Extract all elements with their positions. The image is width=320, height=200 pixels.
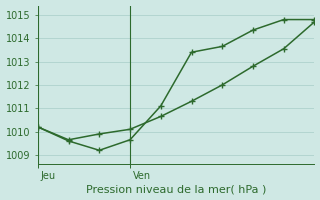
Text: Jeu: Jeu [41,171,56,181]
X-axis label: Pression niveau de la mer( hPa ): Pression niveau de la mer( hPa ) [86,184,266,194]
Text: Ven: Ven [133,171,151,181]
